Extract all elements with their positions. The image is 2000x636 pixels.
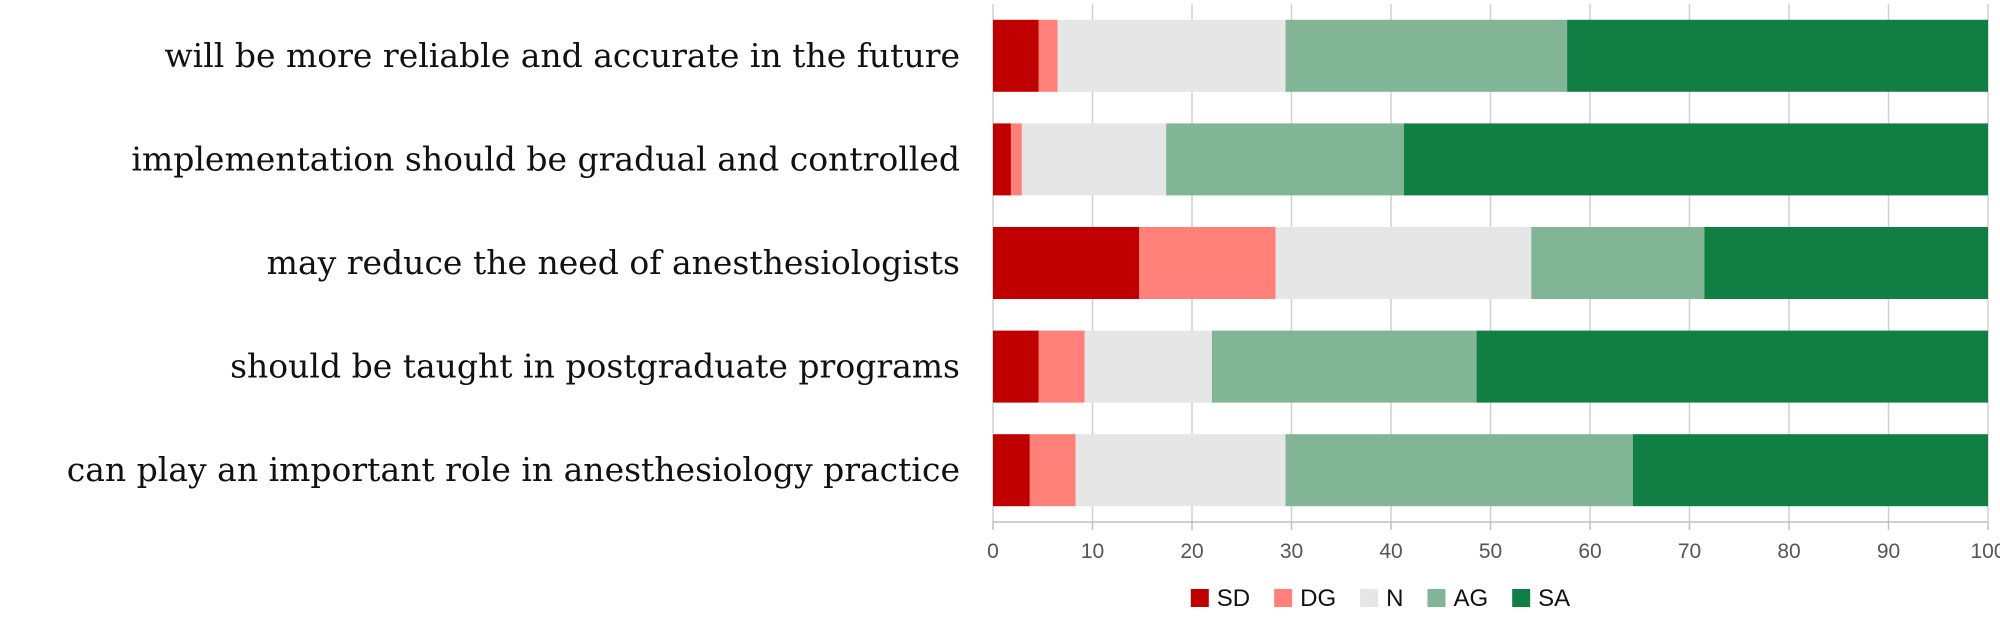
bar-dg-1: [1038, 19, 1058, 92]
tick-label-0: 0: [987, 540, 999, 563]
legend-swatch-n: [1360, 589, 1379, 607]
bars: [993, 19, 1988, 507]
tick-label-30: 30: [1280, 540, 1303, 563]
bar-n-3: [1275, 227, 1532, 299]
legend-label-sd: SD: [1217, 585, 1250, 612]
bar-sd-2: [993, 123, 1011, 196]
tick-label-70: 70: [1678, 540, 1701, 563]
bar-dg-3: [1139, 227, 1276, 299]
category-label-5: can play an important role in anesthesio…: [67, 450, 960, 489]
legend-swatch-ag: [1427, 589, 1446, 607]
legend-label-sa: SA: [1538, 585, 1570, 612]
bar-dg-4: [1038, 330, 1085, 403]
legend-label-ag: AG: [1453, 585, 1488, 612]
bar-sa-1: [1567, 19, 1988, 92]
tick-label-80: 80: [1777, 540, 1800, 563]
legend-swatch-dg: [1274, 589, 1293, 607]
category-label-4: should be taught in postgraduate program…: [230, 347, 960, 386]
legend-swatch-sd: [1190, 589, 1209, 607]
bar-n-4: [1084, 330, 1212, 403]
bar-ag-2: [1166, 123, 1404, 196]
bar-sd-3: [993, 227, 1140, 299]
category-label-1: will be more reliable and accurate in th…: [164, 36, 960, 75]
tick-label-20: 20: [1180, 540, 1203, 563]
bar-ag-3: [1531, 227, 1705, 299]
bar-n-5: [1075, 434, 1286, 507]
tick-label-10: 10: [1081, 540, 1104, 563]
tick-label-50: 50: [1479, 540, 1502, 563]
category-label-3: may reduce the need of anesthesiologists: [267, 243, 960, 282]
bar-sa-2: [1403, 123, 1988, 196]
bar-sd-5: [993, 434, 1030, 507]
bar-sd-1: [993, 19, 1039, 92]
category-labels: will be more reliable and accurate in th…: [67, 36, 960, 489]
bar-sa-5: [1632, 434, 1988, 507]
tick-label-90: 90: [1877, 540, 1900, 563]
legend-swatch-sa: [1512, 589, 1531, 607]
bar-n-1: [1057, 19, 1286, 92]
tick-label-100: 100: [1970, 540, 2000, 563]
bar-ag-1: [1285, 19, 1568, 92]
bar-dg-5: [1029, 434, 1076, 507]
bar-sa-3: [1704, 227, 1988, 299]
bar-n-2: [1021, 123, 1167, 196]
bar-sa-4: [1476, 330, 1988, 403]
bar-ag-4: [1211, 330, 1477, 403]
x-axis: 0 10 20 30 40 50 60 70 80 90 100: [987, 521, 2000, 563]
legend: SD DG N AG SA: [1190, 585, 1570, 612]
bar-ag-5: [1285, 434, 1633, 507]
tick-label-40: 40: [1379, 540, 1402, 563]
category-label-2: implementation should be gradual and con…: [131, 139, 960, 178]
tick-label-60: 60: [1578, 540, 1601, 563]
legend-label-n: N: [1386, 585, 1403, 612]
legend-label-dg: DG: [1300, 585, 1336, 612]
bar-sd-4: [993, 330, 1039, 403]
bar-dg-2: [1010, 123, 1022, 196]
